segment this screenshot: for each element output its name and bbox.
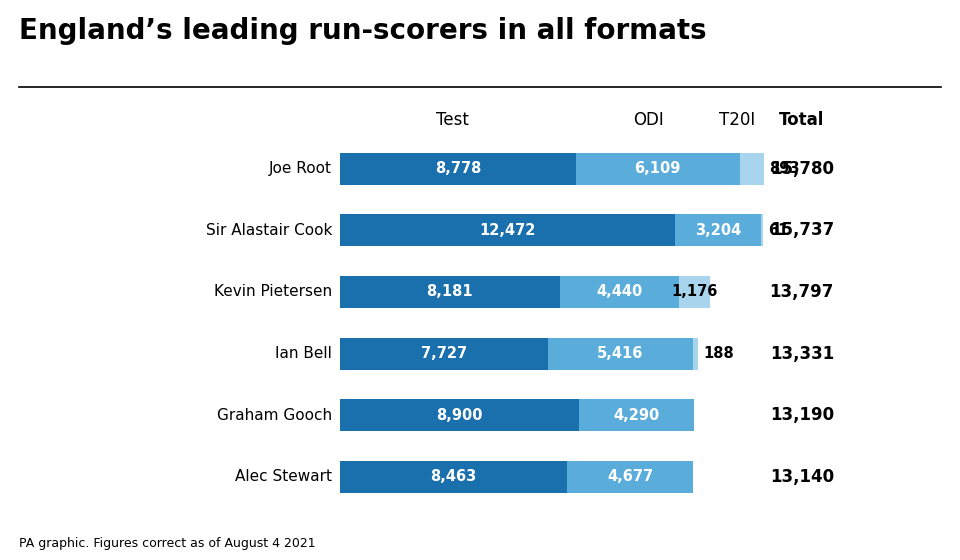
Text: 5,416: 5,416 [597, 346, 643, 361]
Bar [675, 214, 761, 246]
Bar [340, 276, 560, 308]
Text: PA graphic. Figures correct as of August 4 2021: PA graphic. Figures correct as of August… [19, 537, 316, 550]
Text: 13,797: 13,797 [770, 283, 834, 301]
Text: Joe Root: Joe Root [269, 161, 332, 176]
Bar [693, 338, 698, 370]
Text: 8,778: 8,778 [435, 161, 481, 176]
Text: 4,440: 4,440 [596, 284, 642, 300]
Text: 4,290: 4,290 [613, 408, 660, 423]
Text: 6,109: 6,109 [635, 161, 681, 176]
Bar [740, 153, 764, 185]
Bar [340, 153, 576, 185]
Bar [579, 399, 694, 431]
Text: Kevin Pietersen: Kevin Pietersen [214, 284, 332, 300]
Bar [340, 461, 567, 493]
Text: 13,140: 13,140 [770, 468, 834, 486]
Text: 3,204: 3,204 [695, 223, 741, 238]
Bar [547, 338, 693, 370]
Text: Sir Alastair Cook: Sir Alastair Cook [205, 223, 332, 238]
Text: 893: 893 [769, 161, 800, 176]
Text: Total: Total [780, 111, 825, 129]
Text: 61: 61 [768, 223, 788, 238]
Bar [761, 214, 762, 246]
Text: 8,181: 8,181 [426, 284, 473, 300]
Text: 13,331: 13,331 [770, 344, 834, 363]
Text: T20I: T20I [719, 111, 756, 129]
Text: 7,727: 7,727 [420, 346, 467, 361]
Text: Ian Bell: Ian Bell [276, 346, 332, 361]
Text: Test: Test [437, 111, 469, 129]
Text: ODI: ODI [634, 111, 664, 129]
Bar [340, 399, 579, 431]
Bar [560, 276, 679, 308]
Text: Alec Stewart: Alec Stewart [235, 469, 332, 484]
Text: England’s leading run-scorers in all formats: England’s leading run-scorers in all for… [19, 17, 707, 45]
Text: 1,176: 1,176 [671, 284, 718, 300]
Text: Graham Gooch: Graham Gooch [217, 408, 332, 423]
Text: 188: 188 [704, 346, 734, 361]
Text: 8,900: 8,900 [436, 408, 483, 423]
Bar [679, 276, 710, 308]
Text: 13,190: 13,190 [770, 407, 834, 424]
Bar [567, 461, 693, 493]
Text: 15,737: 15,737 [770, 221, 834, 239]
Bar [340, 214, 675, 246]
Text: 15,780: 15,780 [770, 160, 834, 178]
Bar [576, 153, 740, 185]
Text: 12,472: 12,472 [479, 223, 536, 238]
Text: 8,463: 8,463 [430, 469, 477, 484]
Bar [340, 338, 547, 370]
Text: 4,677: 4,677 [607, 469, 653, 484]
